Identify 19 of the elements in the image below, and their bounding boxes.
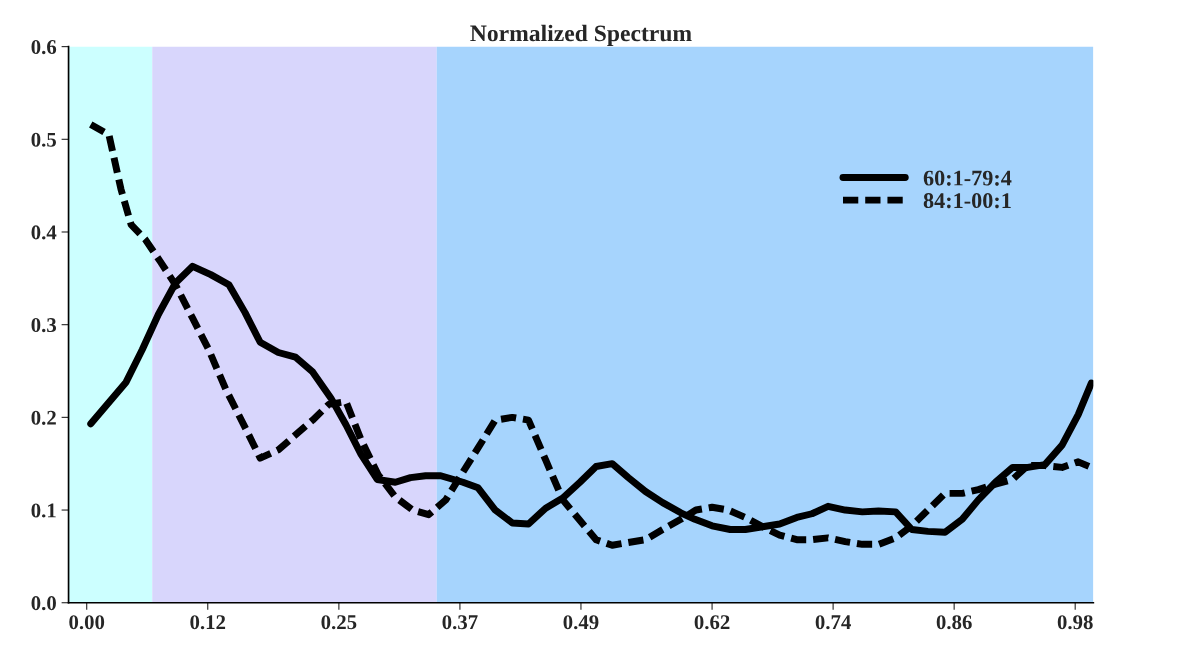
x-tick-label: 0.62 xyxy=(694,615,730,630)
x-tick-label: 0.00 xyxy=(69,615,105,630)
x-tick-label: 0.25 xyxy=(321,615,357,630)
legend-label: 60:1-79:4 xyxy=(923,170,1012,186)
y-tick-label: 0.4 xyxy=(31,225,57,240)
chart-title: Normalized Spectrum xyxy=(470,24,692,47)
x-tick-label: 0.86 xyxy=(936,615,972,630)
legend-label: 84:1-00:1 xyxy=(923,193,1011,209)
x-tick-label: 0.12 xyxy=(190,615,226,630)
y-tick-label: 0.6 xyxy=(31,39,57,55)
x-tick-label: 0.49 xyxy=(563,615,599,630)
x-tick-label: 0.37 xyxy=(442,615,478,630)
x-tick-label: 0.74 xyxy=(815,615,851,630)
y-tick-label: 0.2 xyxy=(31,410,56,425)
y-tick-label: 0.3 xyxy=(31,318,57,333)
y-tick-label: 0.0 xyxy=(31,596,56,611)
y-tick-label: 0.5 xyxy=(31,132,56,147)
x-tick-label: 0.98 xyxy=(1057,615,1093,630)
y-tick-label: 0.1 xyxy=(31,503,56,518)
